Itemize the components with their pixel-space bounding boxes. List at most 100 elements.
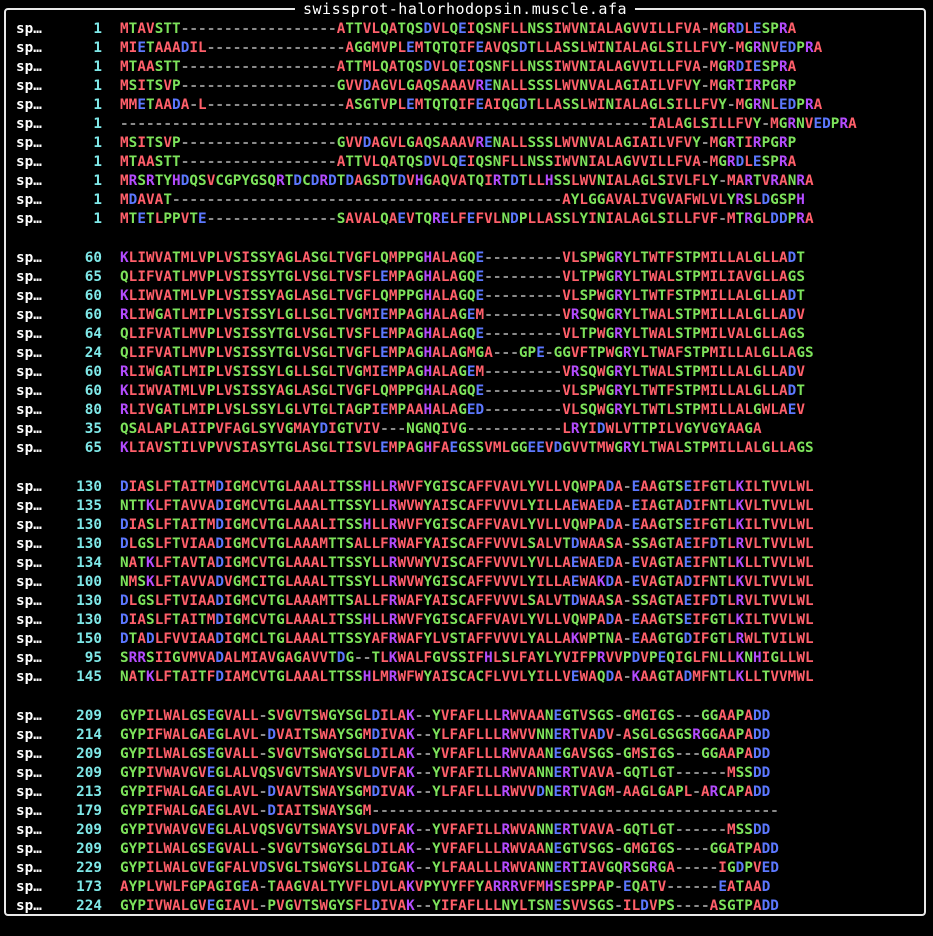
alignment-row: sp… 173 AYPLVWLFGPAGIGEA-TAAGVALTYVFLDVLAK… (16, 878, 857, 897)
alignment-row: sp… 213 GYPIFWALGAEGLAVL-DVAVTSWAYSGMDIVAK… (16, 783, 857, 802)
sequence-position: 145 (76, 669, 102, 685)
sequence-position: 130 (76, 612, 102, 628)
sequence-residues: QLIFVATLMVPLVSISSYTGLVSGLTVSFLEMPAGHALAG… (120, 326, 805, 342)
sequence-position: 1 (93, 40, 102, 56)
sequence-residues: DTADLFVVIAADIGMCLTGLAAALTTSSYAFRWAFYLVST… (120, 631, 814, 647)
sequence-name: sp… (16, 898, 42, 914)
alignment-row: sp… 60 KLIWVATMLVPLVSISSYAGLASGLTVGFLQMPPG… (16, 249, 857, 268)
sequence-name: sp… (16, 269, 42, 285)
sequence-position: 65 (84, 440, 102, 456)
sequence-position: 173 (76, 879, 102, 895)
sequence-position: 135 (76, 498, 102, 514)
sequence-residues: MRSRTYHDQSVCGPYGSQRTDCDRDTDAGSDTDVHGAQVA… (120, 173, 814, 189)
sequence-position: 213 (76, 784, 102, 800)
alignment-row: sp… 224 GYPIVWALGVEGIAVL-PVGVTSWGYSFLDIVAK… (16, 897, 857, 916)
sequence-residues: GYPIVWALGVEGIAVL-PVGVTSWGYSFLDIVAK--YIFA… (120, 898, 779, 914)
alignment-row: sp… 1 ------------------------------------… (16, 115, 857, 134)
sequence-residues: KLIWVATMLVPLVSISSYAGLASGLTVGFLQMPPGHALAG… (120, 250, 806, 266)
window-title: swissprot-halorhodopsin.muscle.afa (294, 0, 636, 18)
alignment-row: sp… 80 RLIVGATLMIPLVSLSSYLGLVTGLTAGPIEMPAA… (16, 401, 857, 420)
sequence-residues: QSALAPLAIIPVFAGLSYVGMAYDIGTVIV---NGNQIVG… (120, 421, 762, 437)
alignment-row: sp… 1 MSITSVP------------------GVVDAGVLGAQ… (16, 77, 857, 96)
sequence-position: 80 (84, 402, 102, 418)
alignment-row: sp… 95 SRRSIIGVMVADALMIAVGAGAVVTDG--TLKWAL… (16, 649, 857, 668)
alignment-row: sp… 229 GYPILWALGVEGFALVDSVGLTSWGYSLLDIGAK… (16, 859, 857, 878)
alignment-row: sp… 60 RLIWGATLMIPLVSISSYLGLLSGLTVGMIEMPAG… (16, 363, 857, 382)
sequence-position: 134 (76, 555, 102, 571)
alignment-row: sp… 209 GYPIVWAVGVEGLALVQSVGVTSWAYSVLDVFAK… (16, 764, 857, 783)
sequence-name: sp… (16, 307, 42, 323)
sequence-position: 1 (93, 116, 102, 132)
sequence-residues: RLIWGATLMIPLVSISSYLGLLSGLTVGMIEMPAGHALAG… (120, 307, 806, 323)
sequence-residues: MTETLPPVTE---------------SAVALQAEVTQRELF… (120, 211, 814, 227)
sequence-name: sp… (16, 822, 42, 838)
sequence-name: sp… (16, 841, 42, 857)
sequence-name: sp… (16, 479, 42, 495)
sequence-alignment[interactable]: sp… 1 MTAVSTT------------------ATTVLQATQSD… (16, 20, 857, 936)
alignment-block: sp… 1 MTAVSTT------------------ATTVLQATQSD… (16, 20, 857, 229)
sequence-position: 60 (84, 250, 102, 266)
sequence-residues: GYPIFWALGAEGLAVL-DIAITSWAYSGM-----------… (120, 803, 779, 819)
sequence-name: sp… (16, 21, 42, 37)
alignment-row: sp… 1 MTAASTT------------------ATTMLQATQSD… (16, 58, 857, 77)
sequence-name: sp… (16, 326, 42, 342)
sequence-name: sp… (16, 631, 42, 647)
sequence-residues: RLIWGATLMIPLVSISSYLGLLSGLTVGMIEMPAGHALAG… (120, 364, 806, 380)
alignment-row: sp… 1 MIETAAADIL----------------AGGMVPLEMT… (16, 39, 857, 58)
alignment-row: sp… 1 MMETAADA-L----------------ASGTVPLEMT… (16, 96, 857, 115)
sequence-position: 1 (93, 21, 102, 37)
sequence-name: sp… (16, 421, 42, 437)
sequence-residues: QLIFVATLMVPLVSISSYTGLVSGLTVSFLEMPAGHALAG… (120, 269, 805, 285)
alignment-row: sp… 60 KLIWVATMLVPLVSISSYAGLASGLTVGFLQMPPG… (16, 287, 857, 306)
alignment-row: sp… 1 MTAASTT------------------ATTVLQATQSD… (16, 153, 857, 172)
sequence-residues: GYPILWALGSEGVALL-SVGVTSWGYSGLDILAK--YVFA… (120, 841, 779, 857)
sequence-name: sp… (16, 765, 42, 781)
sequence-residues: RLIVGATLMIPLVSLSSYLGLVTGLTAGPIEMPAAHALAG… (120, 402, 806, 418)
sequence-name: sp… (16, 669, 42, 685)
sequence-position: 1 (93, 59, 102, 75)
sequence-name: sp… (16, 383, 42, 399)
sequence-residues: DLGSLFTVIAADIGMCVTGLAAAMTTSALLFRWAFYAISC… (120, 593, 814, 609)
sequence-residues: GYPIVWAVGVEGLALVQSVGVTSWAYSVLDVFAK--YVFA… (120, 765, 771, 781)
sequence-residues: KLIWVATMLVPLVSISSYAGLASGLTVGFLQMPPGHALAG… (120, 288, 806, 304)
sequence-name: sp… (16, 116, 42, 132)
alignment-row: sp… 1 MSITSVP------------------GVVDAGVLGAQ… (16, 134, 857, 153)
alignment-row: sp… 130 DIASLFTAITMDIGMCVTGLAAALITSSHLLRWV… (16, 478, 857, 497)
sequence-name: sp… (16, 803, 42, 819)
sequence-name: sp… (16, 784, 42, 800)
sequence-name: sp… (16, 440, 42, 456)
sequence-residues: DLGSLFTVIAADIGMCVTGLAAAMTTSALLFRWAFYAISC… (120, 536, 814, 552)
alignment-row: sp… 134 NATKLFTAVTADIGMCVTGLAAALTTSSYLLRWV… (16, 554, 857, 573)
sequence-residues: QLIFVATLMVPLVSISSYTGLVSGLTVGFLEMPAGHALAG… (120, 345, 814, 361)
sequence-name: sp… (16, 211, 42, 227)
sequence-position: 1 (93, 154, 102, 170)
alignment-row: sp… 130 DLGSLFTVIAADIGMCVTGLAAAMTTSALLFRWA… (16, 535, 857, 554)
sequence-name: sp… (16, 650, 42, 666)
alignment-row: sp… 135 NTTKLFTAVVADIGMCVTGLAAALTTSSYLLRWV… (16, 497, 857, 516)
sequence-position: 209 (76, 822, 102, 838)
alignment-row: sp… 1 MDAVAT------------------------------… (16, 191, 857, 210)
sequence-residues: DIASLFTAITMDIGMCVTGLAAALITSSHLLRWVFYGISC… (120, 612, 814, 628)
sequence-residues: NTTKLFTAVVADIGMCVTGLAAALTTSSYLLRWVWYAISC… (120, 498, 814, 514)
sequence-position: 179 (76, 803, 102, 819)
sequence-position: 60 (84, 288, 102, 304)
sequence-residues: GYPILWALGSEGVALL-SVGVTSWGYSGLDILAK--YVFA… (120, 708, 771, 724)
sequence-position: 100 (76, 574, 102, 590)
sequence-residues: GYPIVWAVGVEGLALVQSVGVTSWAYSVLDVFAK--YVFA… (120, 822, 771, 838)
alignment-row: sp… 64 QLIFVATLMVPLVSISSYTGLVSGLTVSFLEMPAG… (16, 325, 857, 344)
sequence-position: 65 (84, 269, 102, 285)
sequence-position: 130 (76, 517, 102, 533)
sequence-residues: NATKLFTAVTADIGMCVTGLAAALTTSSYLLRWVWYVISC… (120, 555, 814, 571)
sequence-position: 209 (76, 765, 102, 781)
sequence-position: 130 (76, 479, 102, 495)
sequence-name: sp… (16, 860, 42, 876)
sequence-position: 95 (84, 650, 102, 666)
sequence-position: 60 (84, 307, 102, 323)
sequence-residues: MMETAADA-L----------------ASGTVPLEMTQTQI… (120, 97, 823, 113)
sequence-residues: MDAVAT----------------------------------… (120, 192, 805, 208)
alignment-row: sp… 150 DTADLFVVIAADIGMCLTGLAAALTTSSYAFRWA… (16, 630, 857, 649)
sequence-residues: NATKLFTAITFDIAMCVTGLAAALTTSSHLMRWFWYAISC… (120, 669, 814, 685)
sequence-name: sp… (16, 402, 42, 418)
sequence-residues: ----------------------------------------… (120, 116, 857, 132)
sequence-position: 214 (76, 727, 102, 743)
